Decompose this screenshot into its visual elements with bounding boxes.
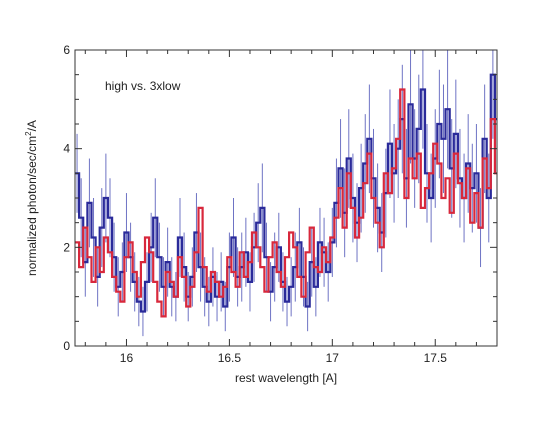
x-tick-label: 17 <box>326 351 340 365</box>
y-axis-label: normalized photon/sec/cm2/A <box>24 120 39 276</box>
series-lines <box>75 73 497 318</box>
y-tick-label: 0 <box>63 339 70 353</box>
y-axis-ticks: 0 2 4 6 <box>63 43 497 353</box>
x-axis-label: rest wavelength [A] <box>235 371 337 385</box>
y-axis-label-tail: /A <box>25 120 39 131</box>
y-axis-label-sup: 2 <box>24 131 33 136</box>
y-tick-label: 6 <box>63 43 70 57</box>
y-tick-label: 4 <box>63 142 70 156</box>
x-tick-label: 16.5 <box>218 351 242 365</box>
y-axis-label-base: normalized photon/sec/cm <box>25 136 39 276</box>
x-tick-label: 16 <box>120 351 134 365</box>
series-2-line <box>75 88 497 318</box>
x-tick-label: 17.5 <box>424 351 448 365</box>
x-axis-ticks: 16 16.5 17 17.5 <box>84 50 498 365</box>
y-tick-label: 2 <box>63 240 70 254</box>
chart-annotation: high vs. 3xlow <box>105 79 181 93</box>
